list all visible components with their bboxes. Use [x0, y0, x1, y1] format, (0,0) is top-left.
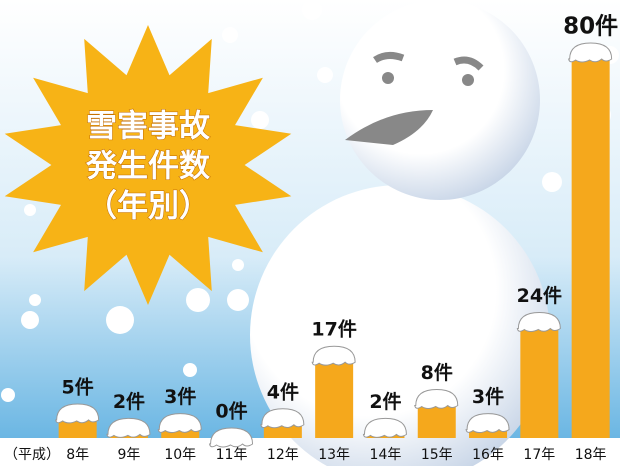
x-tick-label: 17年 — [523, 447, 555, 463]
bar — [315, 356, 354, 438]
snow-cap — [414, 388, 459, 409]
value-label: 3件 — [164, 385, 196, 408]
x-tick-label: 16年 — [472, 447, 504, 463]
x-tick-label: 8年 — [66, 447, 89, 463]
x-tick-label: 13年 — [318, 447, 350, 463]
snow-cap — [362, 417, 407, 438]
value-label: 5件 — [62, 375, 94, 398]
x-tick-label: 15年 — [421, 447, 453, 463]
value-label: 24件 — [517, 284, 562, 307]
x-tick-label: 10年 — [164, 447, 196, 463]
value-label: 4件 — [267, 380, 299, 403]
value-label: 80件 — [563, 14, 618, 40]
value-label: 0件 — [215, 400, 247, 423]
snow-cap — [55, 403, 100, 424]
snow-cap — [516, 311, 561, 332]
bar — [571, 53, 610, 438]
starburst — [4, 25, 292, 305]
x-tick-label: 18年 — [575, 447, 607, 463]
x-tick-label: 9年 — [117, 447, 140, 463]
bar — [520, 322, 559, 438]
snow-cap — [260, 408, 305, 429]
value-label: 2件 — [369, 390, 401, 413]
title-line: 雪害事故 — [86, 109, 210, 145]
snow-cap — [157, 413, 202, 434]
title-line: 発生件数 — [85, 149, 210, 185]
snow-cap — [208, 427, 254, 448]
value-label: 17件 — [311, 318, 356, 341]
snow-cap — [465, 413, 510, 434]
snow-cap — [568, 42, 613, 63]
era-label: （平成） — [4, 447, 60, 463]
title-line: （年別） — [86, 189, 210, 225]
x-tick-label: 14年 — [370, 447, 402, 463]
snow-cap — [311, 345, 356, 366]
value-label: 2件 — [113, 390, 145, 413]
x-tick-label: 12年 — [267, 447, 299, 463]
value-label: 3件 — [472, 385, 504, 408]
value-label: 8件 — [421, 361, 453, 384]
x-tick-label: 11年 — [216, 447, 248, 463]
snow-cap — [106, 417, 151, 438]
